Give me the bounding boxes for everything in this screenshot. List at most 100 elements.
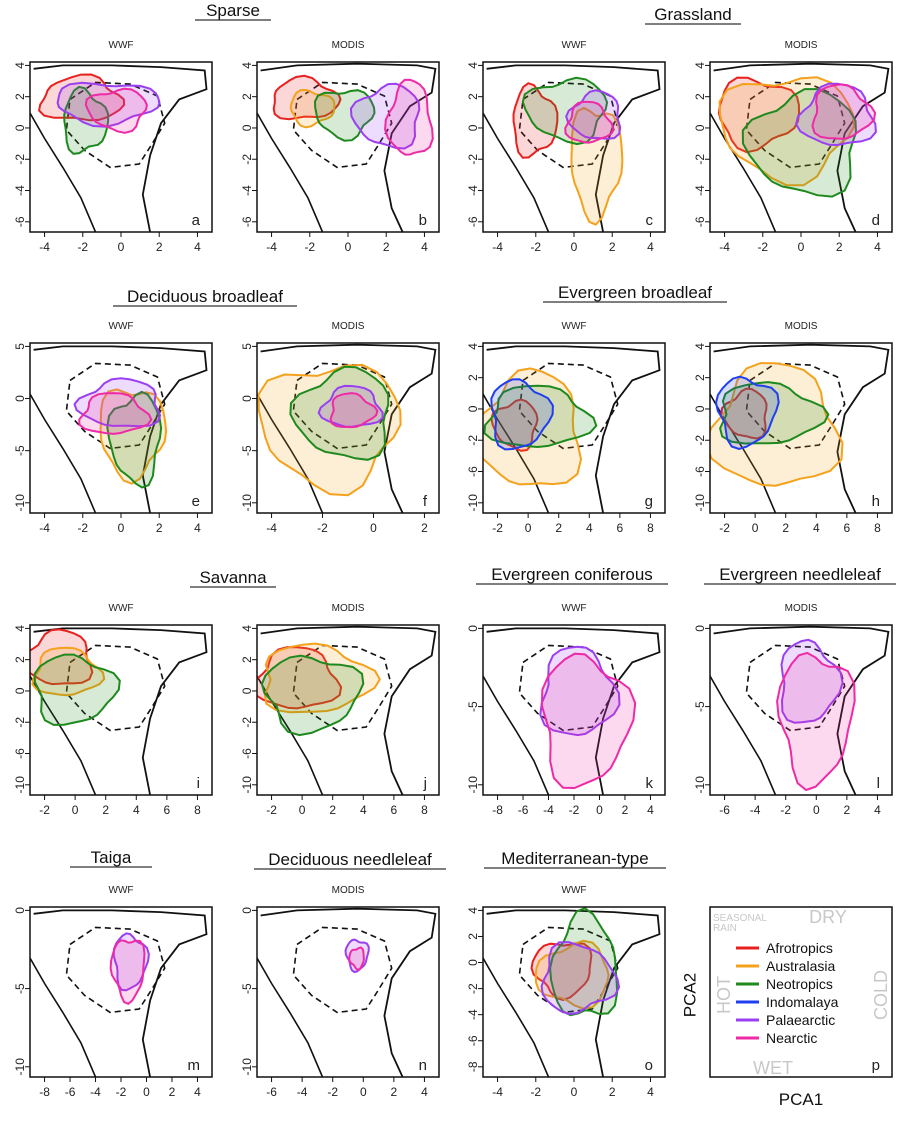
y-tick-label: 0 (240, 395, 254, 402)
x-tick-label: 4 (421, 240, 428, 254)
group-title: Evergreen needleleaf (719, 565, 881, 584)
region-contour-neotropics (33, 653, 121, 726)
y-tick-label: 2 (466, 933, 480, 940)
biome-global-contour (65, 926, 166, 1014)
x-tick-label: -4 (39, 521, 50, 535)
y-tick-label: 4 (693, 343, 707, 350)
x-tick-label: 0 (370, 521, 377, 535)
region-contour-neotropics (260, 654, 365, 737)
climate-space-boundary (260, 907, 437, 1077)
x-tick-label: 4 (421, 1085, 428, 1099)
x-tick-label: 0 (813, 803, 820, 817)
x-tick-label: 8 (647, 521, 654, 535)
x-tick-label: 0 (360, 1085, 367, 1099)
panel-letter: h (872, 493, 880, 510)
climate-space-edge (257, 675, 324, 795)
panel-letter: i (197, 775, 200, 792)
y-tick-label: -10 (466, 776, 480, 794)
x-tick-label: -6 (719, 803, 730, 817)
y-tick-label: -10 (240, 494, 254, 512)
dataset-label: MODIS (785, 40, 818, 51)
x-tick-label: 2 (383, 240, 390, 254)
y-tick-label: -6 (240, 748, 254, 759)
x-tick-label: -2 (530, 240, 541, 254)
dataset-label: MODIS (785, 321, 818, 332)
y-tick-label: 0 (693, 625, 707, 632)
y-tick-label: -6 (240, 216, 254, 227)
y-tick-label: 4 (466, 62, 480, 69)
x-tick-label: 6 (617, 521, 624, 535)
region-contour-nearctic (564, 100, 615, 144)
legend-frame (709, 906, 893, 1078)
region-contour-nearctic (540, 652, 637, 790)
region-contour-indomalaya (490, 378, 554, 451)
dataset-label: MODIS (332, 321, 365, 332)
y-tick-label: -10 (13, 1058, 27, 1076)
y-tick-label: 2 (466, 374, 480, 381)
x-tick-label: 0 (798, 240, 805, 254)
panel-e: WWF -4 -2 0 2 4 5 0 -5 -10 e (13, 321, 213, 535)
y-tick-label: -4 (466, 1009, 480, 1020)
region-contour-australasia (483, 367, 583, 486)
group-title: Savanna (199, 568, 267, 587)
climate-space-edge (30, 957, 97, 1077)
panel-n: MODIS -6 -4 -2 0 2 4 0 -5 -10 n (240, 885, 440, 1099)
x-tick-label: -2 (780, 803, 791, 817)
biome-global-contour (518, 362, 619, 450)
climate-space-boundary (713, 343, 890, 513)
y-tick-label: 0 (13, 687, 27, 694)
y-tick-label: -6 (13, 216, 27, 227)
x-tick-label: -2 (569, 803, 580, 817)
region-contour-indomalaya (714, 375, 780, 451)
x-tick-label: 4 (647, 1085, 654, 1099)
y-tick-label: -10 (13, 776, 27, 794)
y-tick-label: 4 (240, 62, 254, 69)
panel-g: WWF -2 0 2 4 6 8 4 2 0 -2 -6 -10 g (466, 321, 666, 535)
panel-frame (709, 624, 893, 796)
panel-letter: k (646, 775, 654, 792)
x-tick-label: -6 (65, 1085, 76, 1099)
y-tick-label: 5 (13, 343, 27, 350)
panel-frame (29, 624, 213, 796)
y-tick-label: -6 (693, 216, 707, 227)
region-contour-nearctic (329, 392, 379, 429)
y-tick-label: 4 (466, 907, 480, 914)
x-tick-label: 0 (525, 521, 532, 535)
x-tick-label: 4 (647, 240, 654, 254)
region-contour-palaearctic (565, 89, 622, 140)
y-tick-label: -5 (240, 983, 254, 994)
biome-global-contour (65, 644, 166, 732)
y-axis-label: PCA2 (680, 973, 699, 1017)
region-contour-neotropics (549, 907, 619, 1017)
dataset-label: WWF (562, 885, 587, 896)
x-tick-label: -8 (39, 1085, 50, 1099)
y-tick-label: -2 (240, 717, 254, 728)
x-tick-label: -2 (317, 521, 328, 535)
dataset-label: WWF (109, 603, 134, 614)
legend-label: Afrotropics (766, 940, 833, 956)
climate-space-edge (30, 393, 97, 513)
y-tick-label: 4 (466, 343, 480, 350)
x-tick-label: 0 (143, 1085, 150, 1099)
x-tick-label: 8 (421, 803, 428, 817)
y-tick-label: -6 (693, 466, 707, 477)
y-tick-label: -4 (693, 185, 707, 196)
y-tick-label: -10 (13, 494, 27, 512)
x-tick-label: -2 (116, 1085, 127, 1099)
x-tick-label: 8 (194, 803, 201, 817)
x-tick-label: -4 (492, 240, 503, 254)
region-contour-australasia (710, 362, 844, 487)
region-contour-neotropics (483, 384, 598, 449)
region-contour-palaearctic (540, 941, 621, 1016)
x-tick-label: 4 (360, 803, 367, 817)
y-tick-label: -2 (693, 154, 707, 165)
x-tick-label: 8 (874, 521, 881, 535)
x-tick-label: 4 (647, 803, 654, 817)
group-title: Evergreen broadleaf (558, 283, 712, 302)
x-tick-label: 2 (609, 1085, 616, 1099)
biome-global-contour (292, 362, 393, 450)
panel-frame (256, 624, 440, 796)
y-tick-label: 5 (240, 343, 254, 350)
